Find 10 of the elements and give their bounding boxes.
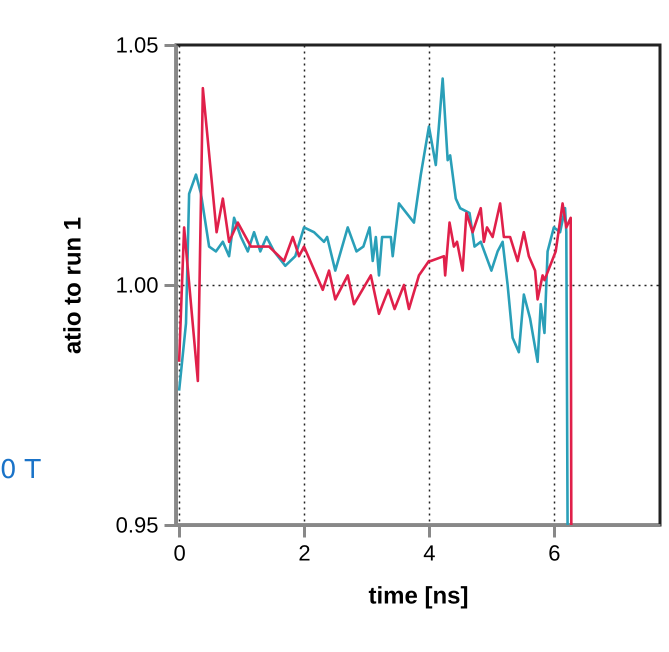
y-tick-label: 1.05 — [116, 32, 158, 58]
text: 0 T — [0, 455, 41, 485]
y-tick-label: 1.00 — [116, 272, 158, 298]
x-tick-label: 0 — [174, 540, 186, 566]
x-tick-label: 4 — [423, 540, 436, 566]
x-tick-label: 6 — [548, 540, 560, 566]
x-tick-label: 2 — [298, 540, 311, 566]
y-axis-title: atio to run 1 — [60, 216, 87, 354]
y-tick-label: 0.95 — [116, 512, 158, 538]
x-axis-title: time [ns] — [368, 582, 469, 610]
